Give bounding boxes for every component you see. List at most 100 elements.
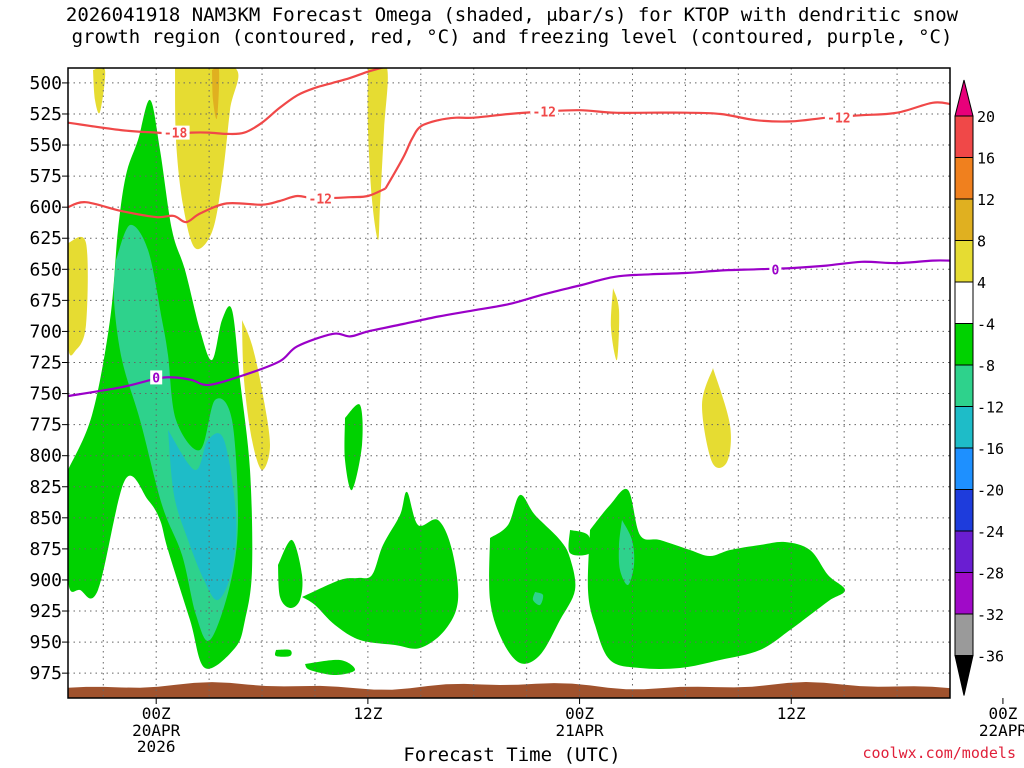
colorbar-band-6 [954, 323, 974, 366]
contour-label-bg-3 [824, 110, 853, 125]
terrain-surface [68, 682, 950, 698]
contour-label-1: -12 [309, 192, 332, 207]
colorbar-band-8 [954, 406, 974, 449]
omega-pos-3 [212, 68, 220, 119]
omega-neg-13 [532, 592, 544, 606]
y-tick-label-500: 500 [29, 73, 62, 94]
colorbar-band-7 [954, 364, 974, 407]
colorbar-label-6: -8 [977, 357, 995, 375]
source-credit[interactable]: coolwx.com/models [862, 744, 1016, 762]
x-tick-label-4: 00Z [988, 704, 1017, 723]
x-axis-label: Forecast Time (UTC) [403, 744, 621, 766]
omega-pos-1 [93, 68, 106, 114]
title-line-2: growth region (contoured, red, °C) and f… [71, 26, 953, 48]
y-tick-label-600: 600 [29, 197, 62, 218]
title-line-1: 2026041918 NAM3KM Forecast Omega (shaded… [65, 4, 959, 26]
colorbar-bottom-arrow [954, 655, 974, 696]
colorbar-label-3: 8 [977, 233, 986, 251]
colorbar-label-9: -20 [977, 482, 1004, 500]
omega-pos-5 [242, 320, 270, 471]
y-tick-label-800: 800 [29, 446, 62, 467]
colorbar-label-10: -24 [977, 523, 1004, 541]
colorbar-band-11 [954, 530, 974, 573]
contour-label-bg-0 [161, 125, 190, 140]
omega-pos-4 [68, 236, 88, 356]
omega-neg-7 [302, 491, 459, 649]
y-axis: 500 525 550 575 600 625 650 675 700 725 750 775 800 8… [29, 73, 68, 684]
y-tick-label-825: 825 [29, 477, 62, 498]
contour-label-5: 0 [771, 263, 779, 278]
contour-labels: -18 -12 -12 -12 0 0 [150, 104, 853, 386]
colorbar-label-12: -32 [977, 606, 1004, 624]
y-tick-label-675: 675 [29, 290, 62, 311]
omega-neg-6 [344, 404, 363, 491]
y-tick-label-725: 725 [29, 352, 62, 373]
y-tick-label-875: 875 [29, 539, 62, 560]
plot-frame [67, 67, 951, 699]
colorbar-label-4: 4 [977, 274, 986, 292]
x-tick-date-0: 20APR [132, 721, 181, 740]
omega-neg-5 [274, 649, 292, 657]
x-tick-label-1: 12Z [353, 704, 382, 723]
x-tick-label-2: 00Z [565, 704, 594, 723]
colorbar-band-5 [954, 281, 974, 324]
omega-neg-9 [489, 494, 576, 664]
chart-title: 2026041918 NAM3KM Forecast Omega (shaded… [0, 4, 1024, 48]
colorbar-band-12 [954, 572, 974, 615]
y-tick-label-925: 925 [29, 601, 62, 622]
omega-pos-8 [701, 368, 731, 468]
colorbar-band-4 [954, 240, 974, 283]
contour-label-4: 0 [152, 371, 160, 386]
colorbar-label-7: -12 [977, 399, 1004, 417]
colorbar-band-2 [954, 157, 974, 200]
colorbar-top-arrow [954, 79, 974, 117]
y-tick-label-950: 950 [29, 632, 62, 653]
x-tick-year-0: 2026 [137, 737, 176, 756]
omega-neg-11 [587, 488, 846, 669]
colorbar-label-8: -16 [977, 440, 1004, 458]
contour-label-bg-4 [150, 370, 163, 385]
y-tick-label-650: 650 [29, 259, 62, 280]
colorbar-label-11: -28 [977, 565, 1004, 583]
colorbar-band-13 [954, 613, 974, 656]
contour-label-bg-5 [769, 262, 782, 277]
contour-label-bg-2 [530, 104, 559, 119]
y-tick-label-575: 575 [29, 166, 62, 187]
colorbar-label-2: 12 [977, 191, 995, 209]
omega-pos-2 [175, 68, 239, 250]
contour-label-3: -12 [827, 112, 850, 127]
y-tick-label-775: 775 [29, 415, 62, 436]
colorbar-label-1: 16 [977, 150, 995, 168]
contour-label-bg-1 [306, 191, 335, 206]
x-tick-date-4: 22APR [979, 721, 1024, 740]
contour-freezing-level [68, 259, 950, 398]
contour-label-2: -12 [533, 105, 556, 120]
colorbar-band-1 [954, 115, 974, 158]
y-tick-label-900: 900 [29, 570, 62, 591]
y-tick-label-525: 525 [29, 104, 62, 125]
y-tick-label-850: 850 [29, 508, 62, 529]
x-tick-label-3: 12Z [777, 704, 806, 723]
omega-neg-4 [278, 539, 303, 609]
omega-pos-7 [610, 288, 620, 361]
y-tick-label-750: 750 [29, 384, 62, 405]
colorbar-label-0: 20 [977, 108, 995, 126]
y-tick-label-625: 625 [29, 228, 62, 249]
colorbar-band-3 [954, 198, 974, 241]
omega-neg-3 [168, 430, 237, 601]
y-tick-label-700: 700 [29, 321, 62, 342]
colorbar-label-13: -36 [977, 648, 1004, 666]
omega-neg-8 [305, 659, 356, 675]
colorbar-band-10 [954, 489, 974, 532]
colorbar-band-9 [954, 447, 974, 490]
x-tick-date-2: 21APR [555, 721, 604, 740]
contour-label-0: -18 [164, 127, 188, 142]
omega-pos-6 [367, 68, 388, 241]
colorbar: 20 16 12 8 4 -4 -8 -12 -16 -20 -24 -28 -32 -36 [954, 79, 1004, 696]
contour-isotherm-1 [68, 187, 386, 224]
x-tick-label-0: 00Z [142, 704, 171, 723]
y-tick-label-550: 550 [29, 135, 62, 156]
colorbar-label-5: -4 [977, 316, 995, 334]
